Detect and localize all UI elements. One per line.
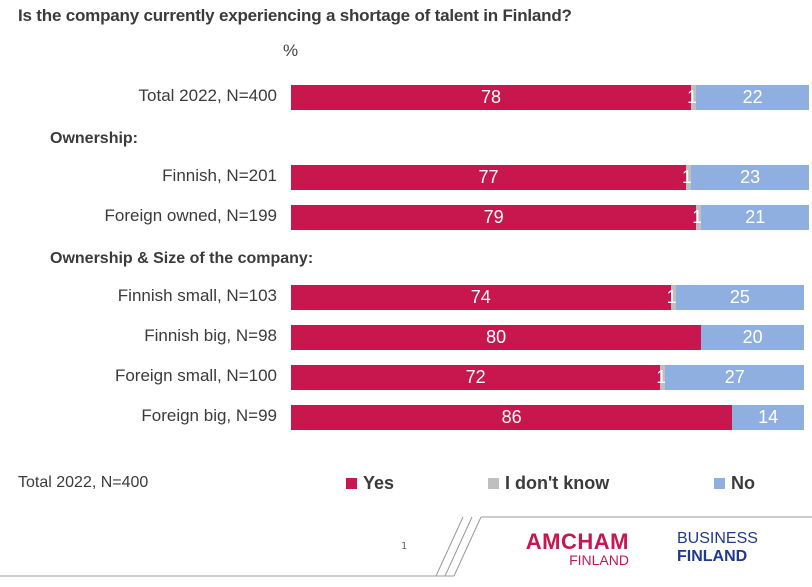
bar-segment-dont-know xyxy=(686,165,692,190)
business-finland-logo-bottom: FINLAND xyxy=(677,548,748,565)
amcham-logo-bottom: FINLAND xyxy=(569,552,629,568)
data-label-no: 25 xyxy=(729,287,750,307)
bar-segment-no xyxy=(732,405,804,430)
data-label-dont-know: 1 xyxy=(687,87,698,107)
bar-segment-yes xyxy=(291,325,702,350)
bar-segment-yes xyxy=(291,85,692,110)
legend-label-no: No xyxy=(731,473,755,493)
data-label-dont-know: 1 xyxy=(692,207,703,227)
legend-note: Total 2022, N=400 xyxy=(18,474,149,491)
footer-slash-line xyxy=(444,516,473,577)
stacked-bar: 86 14 xyxy=(291,405,804,430)
business-finland-logo: BUSINESS FINLAND xyxy=(677,530,758,566)
bar-segment-yes xyxy=(291,285,671,310)
data-label-yes: 74 xyxy=(470,287,491,307)
bar-segment-no xyxy=(701,325,804,350)
legend-label-yes: Yes xyxy=(363,473,395,493)
data-label-dont-know: 1 xyxy=(656,367,667,387)
bar-segment-no xyxy=(701,205,810,230)
page-number: 1 xyxy=(401,541,408,552)
footer-slash-line xyxy=(453,516,482,577)
stacked-bar: 77 1 23 xyxy=(291,165,810,190)
stacked-bar: 78 1 22 xyxy=(291,85,810,110)
legend-item-yes: Yes xyxy=(346,473,394,494)
data-label-no: 27 xyxy=(724,367,745,387)
data-label-yes: 79 xyxy=(483,207,504,227)
legend-swatch-dont-know xyxy=(488,478,499,489)
row-label: Finnish small, N=103 xyxy=(117,286,277,305)
row-label: Foreign big, N=99 xyxy=(141,406,277,425)
unit-label: % xyxy=(283,41,299,60)
data-label-no: 23 xyxy=(740,167,761,187)
data-label-no: 14 xyxy=(758,407,779,427)
bar-segment-no xyxy=(665,365,804,390)
chart-title: Is the company currently experiencing a … xyxy=(18,6,572,25)
legend-label-dont-know: I don't know xyxy=(505,473,610,493)
amcham-finland-logo: AMCHAM FINLAND xyxy=(513,531,629,568)
legend-item-dont-know: I don't know xyxy=(488,473,609,494)
data-label-no: 20 xyxy=(742,327,763,347)
data-label-yes: 72 xyxy=(465,367,486,387)
section-heading-ownership: Ownership: xyxy=(50,130,139,147)
bar-segment-yes xyxy=(291,405,733,430)
bar-segment-yes xyxy=(291,165,686,190)
stacked-bar: 74 1 25 xyxy=(291,285,804,310)
business-finland-logo-top: BUSINESS xyxy=(677,530,758,547)
stacked-bar: 79 1 21 xyxy=(291,205,810,230)
bar-segment-no xyxy=(691,165,810,190)
bar-segment-dont-know xyxy=(696,205,702,230)
legend-swatch-no xyxy=(714,478,725,489)
row-label: Foreign small, N=100 xyxy=(114,366,277,385)
data-label-no: 21 xyxy=(745,207,766,227)
row-label: Finnish big, N=98 xyxy=(144,326,277,345)
footer-slash-line xyxy=(435,516,464,577)
data-label-dont-know: 1 xyxy=(681,167,693,187)
section-heading-ownership-size: Ownership & Size of the company: xyxy=(50,250,314,267)
data-label-dont-know: 1 xyxy=(666,287,677,307)
bar-segment-yes xyxy=(291,365,661,390)
stacked-bar: 72 1 27 xyxy=(291,365,804,390)
amcham-logo-top: AMCHAM xyxy=(525,529,629,554)
bar-segment-dont-know xyxy=(660,365,666,390)
bar-segment-no xyxy=(696,85,810,110)
data-label-yes: 78 xyxy=(481,87,502,107)
data-label-yes: 77 xyxy=(478,167,499,187)
row-label: Foreign owned, N=199 xyxy=(104,206,277,225)
data-label-no: 22 xyxy=(742,87,763,107)
bar-segment-yes xyxy=(291,205,697,230)
bar-segment-no xyxy=(675,285,804,310)
data-label-yes: 86 xyxy=(501,407,522,427)
row-label: Finnish, N=201 xyxy=(162,166,277,185)
stacked-bar: 80 20 xyxy=(291,325,804,350)
legend-item-no: No xyxy=(714,473,755,494)
bar-segment-dont-know xyxy=(670,285,676,310)
row-label: Total 2022, N=400 xyxy=(138,86,277,105)
data-label-yes: 80 xyxy=(486,327,507,347)
legend-swatch-yes xyxy=(346,478,357,489)
bar-segment-dont-know xyxy=(691,85,697,110)
